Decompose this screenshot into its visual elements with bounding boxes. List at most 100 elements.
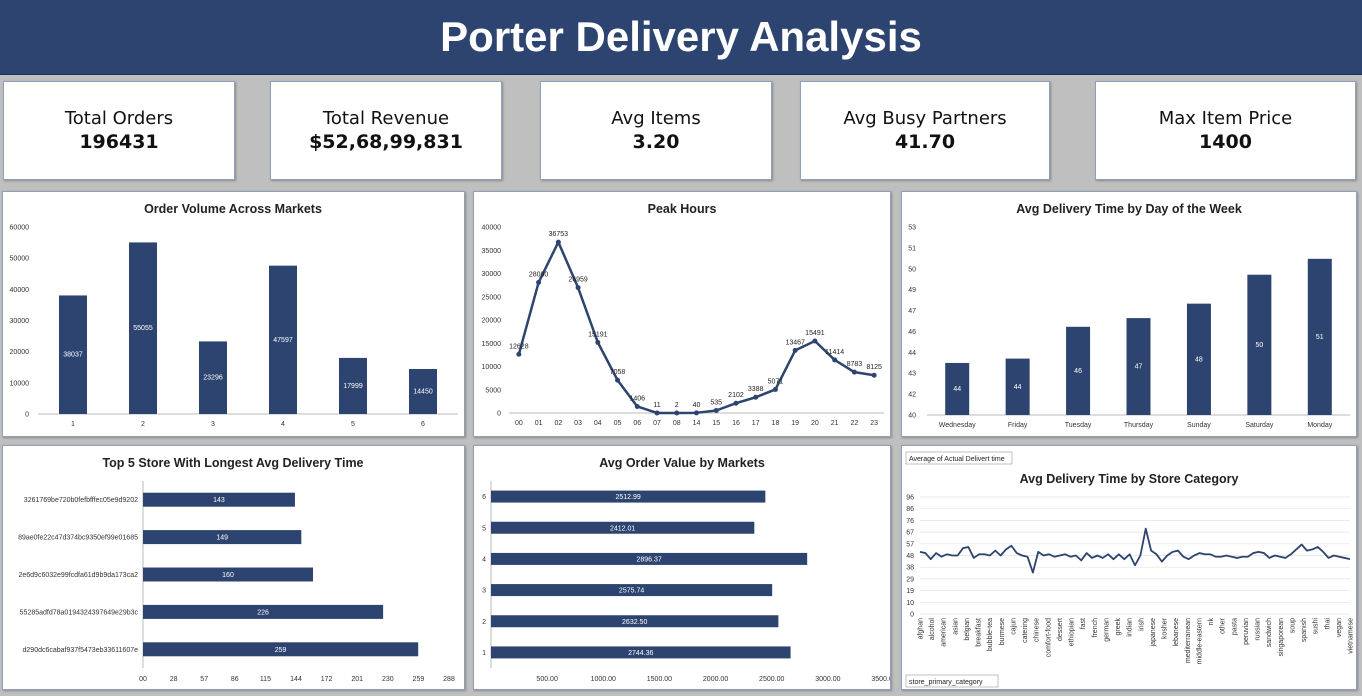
y-tick-label: d290dc6cabaf937f5473eb33611607e xyxy=(23,647,139,654)
bar xyxy=(143,604,384,619)
x-tick-label: Friday xyxy=(1008,422,1028,429)
kpi-label: Max Item Price xyxy=(1158,108,1293,129)
data-label: 143 xyxy=(213,497,225,504)
kpi-card-total-orders: Total Orders 196431 xyxy=(3,81,235,180)
x-tick-label: 1500.00 xyxy=(647,676,672,683)
data-point xyxy=(772,386,778,392)
data-label: 2512.99 xyxy=(616,494,641,501)
y-tick-label: 50 xyxy=(908,266,916,273)
x-tick-label: Sunday xyxy=(1187,422,1211,429)
y-tick-label: 51 xyxy=(908,245,916,252)
kpi-label: Total Orders xyxy=(64,108,174,129)
data-label: 2102 xyxy=(728,392,744,399)
data-label: 2 xyxy=(675,402,679,409)
x-tick-label: fast xyxy=(1080,618,1087,629)
data-label: 2632.50 xyxy=(622,619,647,626)
bar xyxy=(491,584,773,597)
x-tick-label: 172 xyxy=(321,676,333,683)
data-label: 13467 xyxy=(785,339,805,346)
x-tick-label: 06 xyxy=(633,420,641,427)
x-tick-label: other xyxy=(1220,617,1227,634)
data-label: 14450 xyxy=(413,388,433,395)
data-label: 40 xyxy=(693,402,701,409)
kpi-card-avg-busy-partners: Avg Busy Partners 41.70 xyxy=(800,81,1050,180)
x-tick-label: dessert xyxy=(1057,618,1064,641)
x-tick-label: sushi xyxy=(1313,618,1320,635)
kpi-card-avg-items: Avg Items 3.20 xyxy=(540,81,772,180)
chart-title: Avg Order Value by Markets xyxy=(599,456,765,470)
bar xyxy=(1247,274,1272,415)
data-label: 17999 xyxy=(343,383,363,390)
bar xyxy=(491,615,779,628)
x-tick-label: spanish xyxy=(1301,618,1308,642)
bar xyxy=(339,357,367,414)
bar xyxy=(143,530,302,545)
data-point xyxy=(615,377,621,383)
y-tick-label: 0 xyxy=(910,612,914,619)
x-tick-label: mediterranean xyxy=(1185,618,1192,663)
kpi-value: $52,68,99,831 xyxy=(309,131,463,153)
chart-title: Avg Delivery Time by Store Category xyxy=(1020,472,1239,486)
y-tick-label: 48 xyxy=(906,553,914,560)
bar xyxy=(491,490,766,503)
y-tick-label: 55285adfd78a0194324397649e29b3c xyxy=(20,609,139,616)
x-tick-label: japanese xyxy=(1150,618,1157,648)
data-label: 5071 xyxy=(768,378,784,385)
y-tick-label: 86 xyxy=(906,506,914,513)
x-tick-label: 57 xyxy=(200,676,208,683)
x-tick-label: 00 xyxy=(515,420,523,427)
data-point xyxy=(555,239,561,245)
x-tick-label: vegan xyxy=(1336,618,1343,637)
y-tick-label: 53 xyxy=(908,225,916,232)
x-tick-label: catering xyxy=(1022,618,1029,643)
x-tick-label: 115 xyxy=(260,676,271,683)
y-tick-label: 10000 xyxy=(10,380,30,387)
data-point xyxy=(595,339,601,345)
y-tick-label: 44 xyxy=(908,350,916,357)
data-point xyxy=(812,338,818,344)
data-label: 535 xyxy=(710,400,722,407)
x-tick-label: 2500.00 xyxy=(759,676,784,683)
chart-svg: Peak Hours050001000015000200002500030000… xyxy=(482,202,884,427)
y-tick-label: 40 xyxy=(908,413,916,420)
x-tick-label: 03 xyxy=(574,420,582,427)
bar xyxy=(1005,358,1030,415)
y-tick-label: 5000 xyxy=(485,387,501,394)
y-tick-label: 15000 xyxy=(482,341,502,348)
x-tick-label: peruvian xyxy=(1243,618,1250,645)
chart-order-volume-markets: Order Volume Across Markets 0 10000 20000 30… xyxy=(2,191,465,437)
x-tick-label: indian xyxy=(1127,618,1134,637)
chart-delivery-time-category: Average of Actual Delivert time Avg Deliv… xyxy=(901,445,1357,690)
data-label: 226 xyxy=(257,609,269,616)
data-label: 12628 xyxy=(509,343,529,350)
x-tick-label: 5 xyxy=(351,421,355,428)
x-tick-label: sandwich xyxy=(1266,618,1273,647)
data-label: 7058 xyxy=(610,369,626,376)
x-tick-label: alcohol xyxy=(929,618,936,641)
axis-field-button-label: store_primary_category xyxy=(909,679,983,686)
y-tick-label: 96 xyxy=(906,495,914,502)
x-tick-label: 288 xyxy=(443,676,455,683)
x-tick-label: Thursday xyxy=(1124,422,1154,429)
data-label: 44 xyxy=(953,386,961,393)
x-tick-label: 07 xyxy=(653,420,661,427)
data-label: 44 xyxy=(1014,384,1022,391)
x-tick-label: 04 xyxy=(594,420,602,427)
x-tick-label: greek xyxy=(1115,618,1122,636)
x-tick-label: 21 xyxy=(831,420,839,427)
x-tick-label: Saturday xyxy=(1245,422,1274,429)
bar xyxy=(945,362,970,415)
data-label: 47 xyxy=(1135,364,1143,371)
bar xyxy=(143,492,295,507)
x-tick-label: 00 xyxy=(139,676,147,683)
x-tick-label: 22 xyxy=(850,420,858,427)
bar xyxy=(1307,258,1332,415)
x-tick-label: 08 xyxy=(673,420,681,427)
x-tick-label: 259 xyxy=(413,676,425,683)
x-tick-label: 3 xyxy=(211,421,215,428)
bar xyxy=(199,341,227,414)
data-label: 15191 xyxy=(588,331,608,338)
x-tick-label: kosher xyxy=(1162,617,1169,639)
chart-delivery-time-day: Avg Delivery Time by Day of the Week 40 42… xyxy=(901,191,1357,437)
data-label: 2575.74 xyxy=(619,588,644,595)
